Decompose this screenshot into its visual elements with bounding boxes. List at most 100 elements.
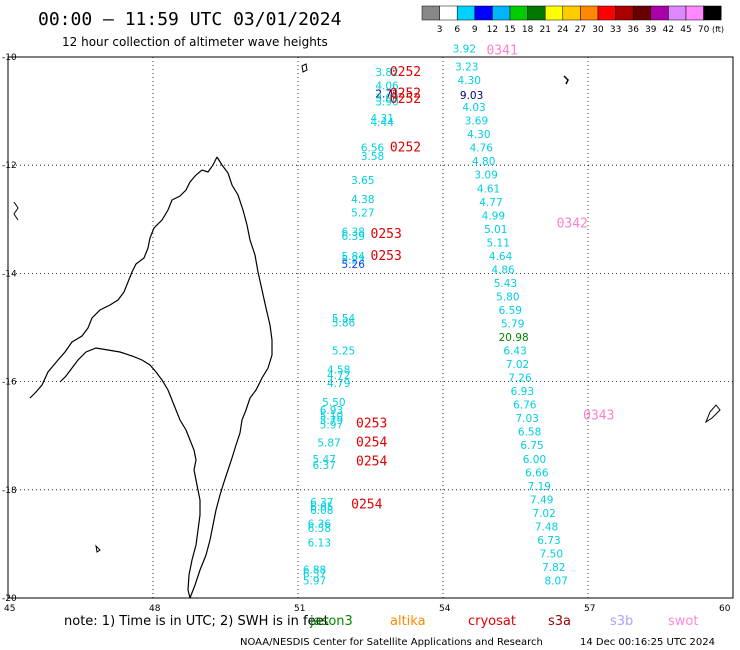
- wave-height-value: 6.43: [503, 346, 526, 358]
- wave-height-value: 4.76: [470, 143, 494, 155]
- scale-tick-label: 24: [557, 25, 569, 35]
- wave-height-value: 4.61: [477, 183, 500, 195]
- wave-height-value: 6.05: [310, 501, 333, 513]
- satellite-legend-entry: s3a: [548, 614, 571, 629]
- latitude-label: -14: [2, 269, 17, 279]
- wave-height-value: 4.06: [375, 80, 399, 92]
- longitude-label: 60: [719, 604, 731, 614]
- pass-id-label: 0252: [390, 65, 421, 80]
- scale-swatch: [492, 5, 511, 21]
- footer-source: NOAA/NESDIS Center for Satellite Applica…: [240, 637, 543, 648]
- observations-left-track: 3.824.062.713.093.90 4.314.44 6.563.58 3.65…: [303, 67, 399, 588]
- wave-height-value: 3.69: [465, 116, 488, 128]
- pass-id-label: 0252: [390, 87, 421, 102]
- pass-id-label: 0343: [583, 408, 614, 423]
- longitude-label: 57: [584, 604, 595, 614]
- wave-height-value: 4.30: [467, 129, 490, 141]
- pass-id-label: 0253: [371, 249, 402, 264]
- scale-swatch: [439, 5, 458, 21]
- wave-height-value: 9.03: [460, 90, 483, 102]
- scale-swatch: [632, 5, 652, 21]
- scale-swatch: [703, 5, 722, 21]
- satellite-legend-entry: swot: [668, 614, 698, 629]
- scale-tick-label: 70: [698, 25, 710, 35]
- pass-id-label: 0253: [356, 417, 387, 432]
- wave-height-value: 3.23: [455, 62, 478, 74]
- scale-swatch: [580, 5, 599, 21]
- wave-height-value: 4.31: [371, 113, 394, 125]
- wave-height-value: 5.79: [320, 415, 343, 427]
- wave-height-value: 3.65: [351, 175, 374, 187]
- wave-height-value: 5.80: [496, 291, 519, 303]
- scale-tick-label: 39: [645, 25, 657, 35]
- latitude-label: -20: [2, 594, 17, 604]
- pass-id-label: 0341: [487, 43, 518, 58]
- scale-swatch: [668, 5, 687, 21]
- scale-tick-label: 42: [663, 25, 674, 35]
- wave-height-value: 5.84: [342, 251, 366, 263]
- pass-id-labels: 0252025202520252025302530253025402540254…: [351, 43, 614, 512]
- scale-tick-label: 45: [680, 25, 691, 35]
- satellite-legend-entry: s3b: [610, 614, 633, 629]
- scale-swatch: [509, 5, 528, 21]
- map-frame: [7, 56, 734, 599]
- wave-height-value: 4.30: [458, 75, 481, 87]
- wave-height-value: 5.97: [320, 420, 343, 432]
- wave-height-value: 6.39: [342, 231, 365, 243]
- wave-height-value: 6.37: [303, 568, 326, 580]
- wave-height-value: 4.79: [327, 378, 350, 390]
- wave-height-value: 7.49: [530, 494, 553, 506]
- wave-height-value: 6.08: [310, 505, 333, 517]
- wave-height-value: 7.48: [535, 521, 558, 533]
- wave-height-value: 4.64: [489, 251, 513, 263]
- pass-id-label: 0253: [371, 227, 402, 242]
- longitude-label: 48: [149, 604, 161, 614]
- wave-height-value: 5.43: [494, 278, 517, 290]
- longitude-label: 45: [4, 604, 15, 614]
- pass-id-label: 0254: [356, 436, 387, 451]
- scale-tick-label: 12: [487, 25, 498, 35]
- wave-height-value: 6.88: [303, 565, 326, 577]
- wave-height-value: 20.98: [499, 332, 529, 344]
- scale-swatch: [562, 5, 581, 21]
- wave-height-value: 6.38: [342, 227, 365, 239]
- latitude-label: -18: [2, 486, 17, 496]
- longitude-label: 51: [294, 604, 305, 614]
- wave-height-value: 7.19: [528, 481, 551, 493]
- scale-tick-label: 36: [627, 25, 639, 35]
- wave-height-value: 3.90: [375, 97, 398, 109]
- wave-height-value: 5.50: [322, 397, 345, 409]
- wave-height-value: 6.58: [308, 523, 331, 535]
- scale-swatch: [685, 5, 704, 21]
- wave-height-value: 4.38: [351, 194, 374, 206]
- wave-height-value: 6.93: [511, 386, 534, 398]
- wave-height-value: 6.76: [513, 400, 537, 412]
- wave-height-value: 6.56: [361, 143, 385, 155]
- scale-swatch: [650, 5, 669, 21]
- map-border: [7, 56, 734, 599]
- wave-height-value: 4.86: [491, 264, 515, 276]
- scale-tick-label: 21: [539, 25, 550, 35]
- satellite-legend-entry: altika: [390, 614, 426, 629]
- scale-tick-label: 3: [437, 25, 443, 35]
- scale-swatch: [527, 5, 546, 21]
- scale-swatch: [597, 5, 616, 21]
- wave-height-value: 6.59: [499, 305, 522, 317]
- wave-height-value: 5.25: [332, 346, 355, 358]
- pass-id-label: 0254: [356, 454, 387, 469]
- observations-right-track: 3.923.234.309.034.033.694.304.764.803.09…: [453, 44, 568, 588]
- satellite-legend-entry: cryosat: [468, 614, 516, 629]
- wave-height-value: 6.66: [525, 467, 549, 479]
- scale-tick-label: 30: [592, 25, 604, 35]
- latitude-label: -12: [2, 161, 17, 171]
- latitude-label: -16: [2, 378, 17, 388]
- scale-tick-label: 18: [522, 25, 534, 35]
- scale-tick-label: 33: [610, 25, 621, 35]
- wave-height-value: 7.02: [506, 359, 529, 371]
- scale-tick-label: 6: [454, 25, 460, 35]
- wave-height-value: 5.01: [484, 224, 507, 236]
- wave-height-value: 7.26: [508, 373, 532, 385]
- longitude-label: 54: [439, 604, 451, 614]
